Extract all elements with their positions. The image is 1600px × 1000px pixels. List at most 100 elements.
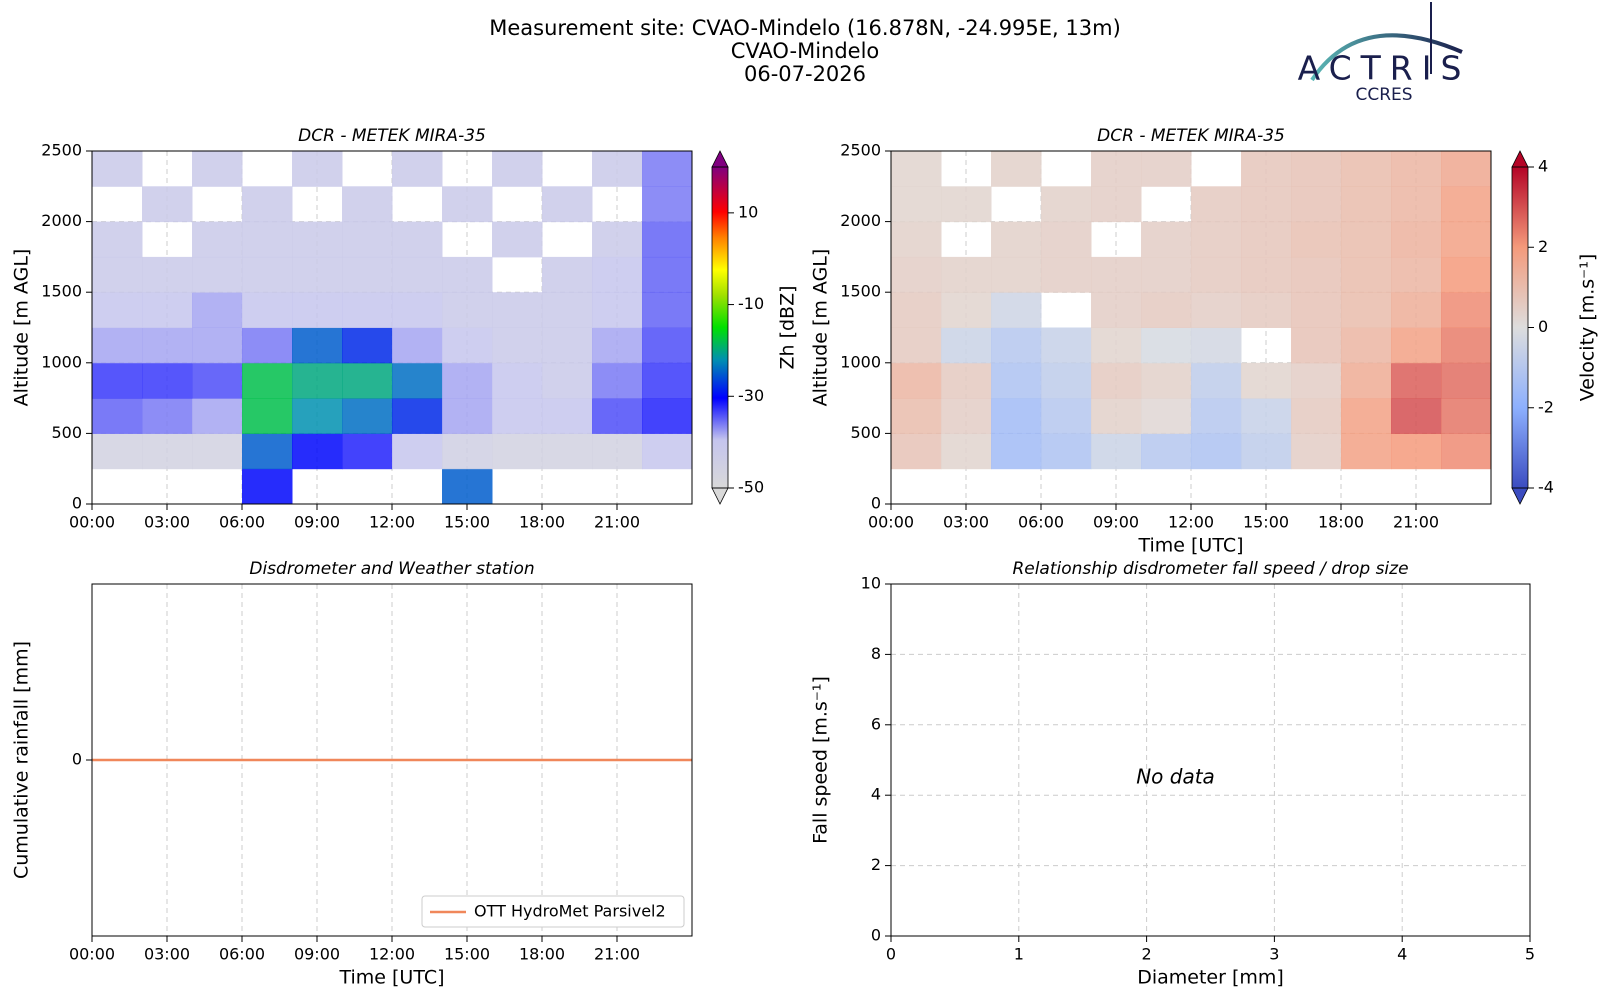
heatmap-cell (1141, 221, 1192, 258)
heatmap-cell (242, 292, 293, 328)
heatmap-cell (142, 327, 193, 364)
heatmap-cell (292, 151, 343, 187)
x-tick-label: 15:00 (444, 513, 490, 532)
heatmap-cell (1441, 292, 1492, 328)
heatmap-cell (991, 221, 1042, 258)
axes-title: DCR - METEK MIRA-35 (1097, 126, 1285, 146)
axes-title: Disdrometer and Weather station (249, 559, 534, 579)
heatmap-cell (1341, 362, 1392, 399)
heatmap-cell (442, 256, 493, 293)
legend-box (421, 895, 685, 928)
x-tick-label: 21:00 (1393, 513, 1439, 532)
heatmap-cell (1441, 362, 1492, 399)
heatmap-cell (442, 398, 493, 434)
heatmap-cell (592, 151, 643, 187)
colorbar (1512, 167, 1528, 488)
y-axis-label: Altitude [m AGL] (810, 249, 832, 407)
y-tick-label: 4 (871, 785, 881, 804)
y-tick-label: 500 (850, 423, 881, 442)
logo-arc (1310, 33, 1463, 82)
heatmap-cell (142, 256, 193, 293)
x-tick-label: 18:00 (519, 945, 565, 964)
heatmap-cell (342, 292, 393, 328)
x-tick-label: 09:00 (294, 945, 340, 964)
heatmap-cell (1091, 186, 1142, 223)
y-tick-label: 8 (871, 644, 881, 663)
heatmap-cell (142, 292, 193, 328)
heatmap-cell (542, 186, 593, 223)
axes-title: DCR - METEK MIRA-35 (298, 126, 486, 146)
x-tick-label: 1 (1014, 945, 1024, 964)
y-tick-label: 2 (871, 855, 881, 874)
y-tick-label: 2500 (840, 141, 881, 160)
heatmap-cell (192, 398, 243, 434)
y-tick-label: 2500 (41, 141, 82, 160)
x-tick-label: 06:00 (219, 945, 265, 964)
y-tick-label: 1500 (840, 282, 881, 301)
x-tick-label: 03:00 (943, 513, 989, 532)
heatmap-cell (492, 433, 543, 470)
heatmap-cell (1241, 186, 1292, 223)
grid (890, 583, 1531, 937)
heatmap-cell (1391, 292, 1442, 328)
x-tick-label: 18:00 (1318, 513, 1364, 532)
heatmap-cell (1341, 292, 1392, 328)
heatmap-cell (542, 433, 593, 470)
heatmap-cell (1191, 398, 1242, 434)
heatmap-cell (1091, 256, 1142, 293)
heatmap-cell (442, 468, 493, 505)
heatmap-cell (1091, 327, 1142, 364)
heatmap-cell (1191, 362, 1242, 399)
colorbar-extend (1511, 487, 1529, 505)
heatmap-cell (991, 398, 1042, 434)
heatmap-cell (392, 362, 443, 399)
heatmap-cell (642, 327, 693, 364)
heatmap-cell (991, 256, 1042, 293)
x-tick-label: 03:00 (144, 945, 190, 964)
axes: 00:00 03:00 06:00 09:00 12:00 15:00 18:00 21:00… (11, 559, 693, 989)
heatmap (92, 151, 693, 505)
heatmap-cell (642, 362, 693, 399)
heatmap-cell (891, 362, 942, 399)
heatmap-cell (242, 362, 293, 399)
heatmap-cell (492, 292, 543, 328)
colorbar-tick-label: -50 (738, 478, 764, 497)
heatmap-cell (292, 362, 343, 399)
logo-name: ACTRIS (1298, 49, 1471, 88)
axes: 0 1 2 3 4 5 0 2 4 6 8 10 Relationship disdrometer fa… (810, 559, 1536, 989)
heatmap-cell (1241, 433, 1292, 470)
heatmap-cell (1391, 327, 1442, 364)
heatmap-cell (192, 292, 243, 328)
heatmap-cell (492, 398, 543, 434)
heatmap-cell (542, 362, 593, 399)
heatmap-cell (1341, 433, 1392, 470)
x-tick-label: 00:00 (69, 945, 115, 964)
heatmap-cell (442, 362, 493, 399)
heatmap-cell (592, 292, 643, 328)
heatmap-cell (592, 362, 643, 399)
heatmap-cell (442, 327, 493, 364)
heatmap-cell (1041, 398, 1092, 434)
axes: 00:00 03:00 06:00 09:00 12:00 15:00 18:00 21:00… (810, 126, 1599, 557)
heatmap-cell (592, 398, 643, 434)
colorbar-tick-label: -2 (1538, 397, 1554, 416)
heatmap-cell (92, 256, 143, 293)
heatmap-cell (242, 433, 293, 470)
heatmap-cell (492, 362, 543, 399)
heatmap-cell (392, 433, 443, 470)
heatmap (891, 151, 1492, 470)
logo-sub: CCRES (1355, 85, 1412, 105)
axes-frame (91, 150, 693, 505)
heatmap-cell (642, 186, 693, 223)
x-tick-label: 0 (886, 945, 896, 964)
y-axis-label: Fall speed [m.s⁻¹] (810, 676, 832, 844)
x-tick-label: 00:00 (69, 513, 115, 532)
heatmap-cell (1041, 256, 1092, 293)
heatmap-cell (92, 151, 143, 187)
heatmap-cell (642, 292, 693, 328)
y-tick-label: 10 (861, 574, 881, 593)
x-tick-label: 06:00 (1018, 513, 1064, 532)
heatmap-cell (1241, 398, 1292, 434)
x-tick-label: 2 (1142, 945, 1152, 964)
y-tick-label: 1500 (41, 282, 82, 301)
